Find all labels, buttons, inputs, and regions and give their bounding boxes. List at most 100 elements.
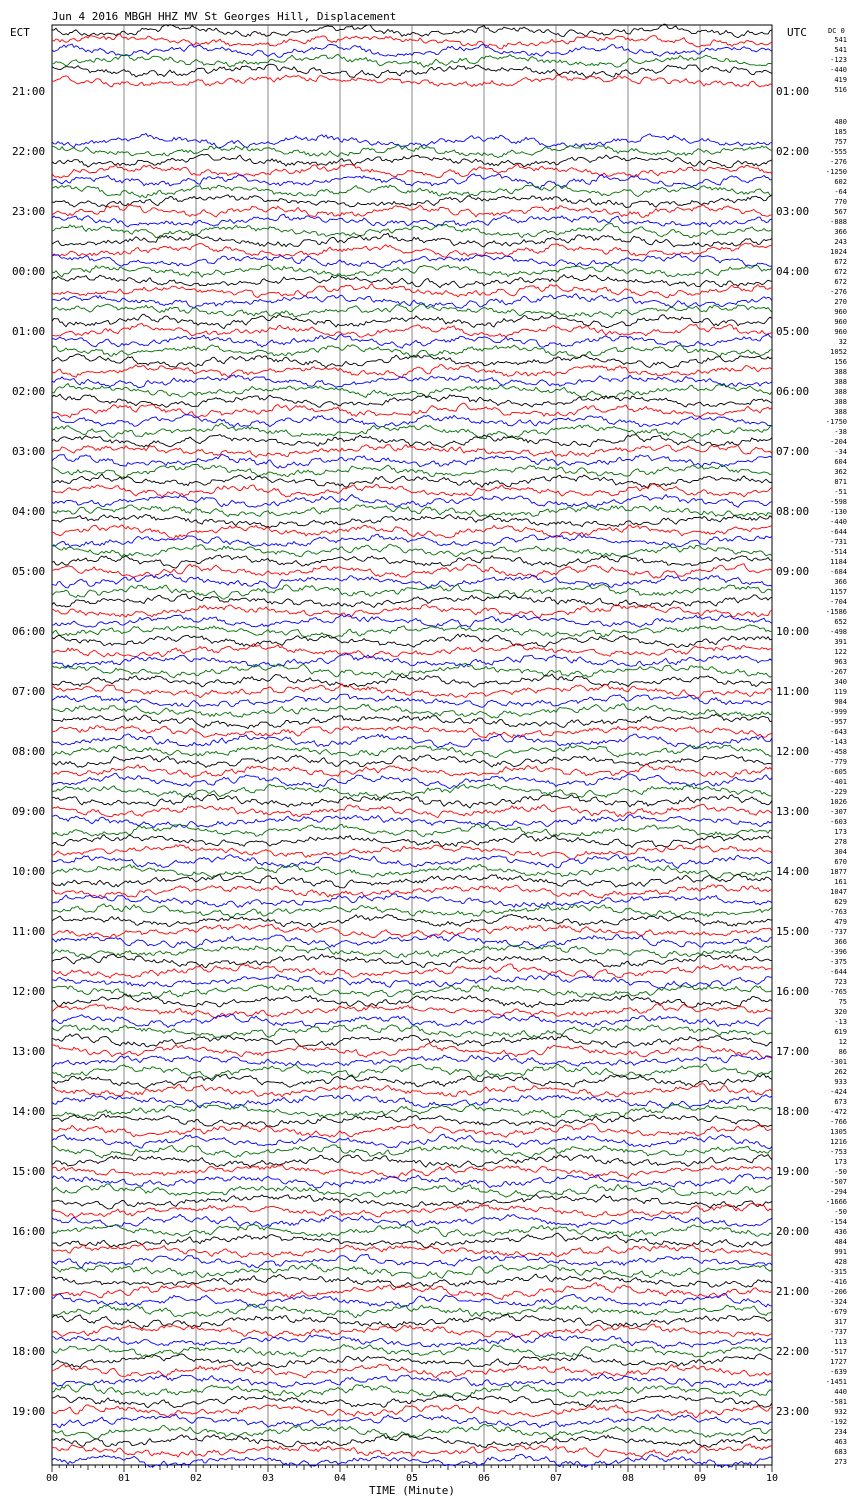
- seismic-trace: [51, 493, 773, 509]
- dc-offset: 436: [834, 1228, 847, 1236]
- x-axis-label: TIME (Minute): [369, 1484, 455, 1497]
- seismic-trace: [51, 1423, 772, 1440]
- utc-hour-label: 05:00: [776, 325, 809, 338]
- utc-hour-label: 03:00: [776, 205, 809, 218]
- dc-offset: -424: [830, 1088, 847, 1096]
- dc-offset: -605: [830, 768, 847, 776]
- seismic-trace: [51, 863, 773, 880]
- seismic-trace: [51, 344, 773, 359]
- seismic-trace: [51, 913, 773, 929]
- dc-offset: -779: [830, 758, 847, 766]
- dc-offset: 366: [834, 938, 847, 946]
- dc-offset: -472: [830, 1108, 847, 1116]
- dc-offset: -603: [830, 818, 847, 826]
- dc-offset: 161: [834, 878, 847, 886]
- dc-offset: 933: [834, 1078, 847, 1086]
- dc-offset: 672: [834, 278, 847, 286]
- seismic-trace: [51, 934, 773, 949]
- seismic-trace: [51, 1413, 772, 1429]
- seismic-trace: [51, 1123, 773, 1138]
- dc-offset: -324: [830, 1298, 847, 1306]
- dc-offset: -401: [830, 778, 847, 786]
- seismic-trace: [51, 1333, 773, 1349]
- seismic-trace: [51, 713, 773, 730]
- dc-offset: -644: [830, 528, 847, 536]
- seismic-trace: [51, 993, 773, 1008]
- dc-offset: -957: [830, 718, 847, 726]
- seismic-trace: [51, 613, 773, 628]
- seismic-trace: [51, 662, 773, 679]
- dc-offset: -64: [834, 188, 847, 196]
- seismic-trace: [51, 1254, 773, 1269]
- seismic-trace: [51, 402, 773, 419]
- seismic-trace: [51, 132, 773, 149]
- x-tick-label: 08: [622, 1473, 634, 1484]
- seismic-trace: [51, 1133, 773, 1150]
- dc-offset: 960: [834, 318, 847, 326]
- seismic-trace: [51, 453, 773, 469]
- seismic-trace: [51, 1073, 773, 1089]
- seismic-trace: [51, 833, 773, 849]
- dc-offset: -276: [830, 288, 847, 296]
- utc-hour-label: 07:00: [776, 445, 809, 458]
- seismic-trace: [51, 232, 773, 248]
- seismic-trace: [51, 1202, 773, 1218]
- dc-offset: 1184: [830, 558, 847, 566]
- dc-offset: 960: [834, 308, 847, 316]
- seismic-trace: [51, 504, 773, 518]
- seismic-trace: [51, 194, 773, 208]
- seismic-trace: [51, 593, 773, 608]
- x-axis: 00 01 02 03 04 05 06 07 08 09 10: [46, 1465, 778, 1484]
- seismic-trace: [51, 1103, 773, 1119]
- x-tick-label: 01: [118, 1473, 130, 1484]
- seismic-trace: [51, 953, 772, 969]
- dc-offset: -514: [830, 548, 847, 556]
- ect-hour-label: 15:00: [12, 1165, 45, 1178]
- dc-offset: -704: [830, 598, 847, 606]
- dc-offset: 262: [834, 1068, 847, 1076]
- x-tick-label: 00: [46, 1473, 58, 1484]
- seismic-trace: [51, 414, 773, 428]
- seismic-trace: [51, 604, 773, 618]
- seismic-trace: [51, 283, 773, 299]
- utc-hour-label: 08:00: [776, 505, 809, 518]
- dc-offset: 86: [839, 1048, 847, 1056]
- dc-offset: 270: [834, 298, 847, 306]
- ect-hour-label: 21:00: [12, 85, 45, 98]
- dc-offset: 1052: [830, 348, 847, 356]
- seismic-trace: [51, 253, 773, 269]
- ect-hour-label: 03:00: [12, 445, 45, 458]
- dc-offset: 366: [834, 228, 847, 236]
- utc-hour-label: 10:00: [776, 625, 809, 638]
- dc-offset: 185: [834, 128, 847, 136]
- seismic-trace: [52, 754, 773, 769]
- dc-offset: -753: [830, 1148, 847, 1156]
- dc-label: DC 0: [828, 27, 845, 35]
- dc-offset: 602: [834, 178, 847, 186]
- utc-hour-label: 04:00: [776, 265, 809, 278]
- seismic-trace: [51, 1043, 773, 1060]
- seismic-trace: [51, 353, 773, 369]
- dc-offset: -267: [830, 668, 847, 676]
- seismic-trace: [51, 184, 773, 199]
- ect-hour-label: 05:00: [12, 565, 45, 578]
- ect-hour-labels: 21:00 22:00 23:00 00:00 01:00 02:00 03:00 04:00…: [12, 85, 45, 1418]
- seismic-trace: [51, 1394, 773, 1409]
- seismic-trace: [51, 1164, 773, 1179]
- dc-offset: -507: [830, 1178, 847, 1186]
- dc-offset: 173: [834, 1158, 847, 1166]
- ect-hour-label: 17:00: [12, 1285, 45, 1298]
- seismic-trace: [51, 642, 773, 659]
- dc-offset: 567: [834, 208, 847, 216]
- seismic-trace: [51, 1262, 773, 1279]
- dc-offset: 652: [834, 618, 847, 626]
- seismic-trace: [51, 1223, 773, 1238]
- seismic-trace: [51, 893, 773, 909]
- dc-offset: -458: [830, 748, 847, 756]
- x-tick-label: 05: [406, 1473, 418, 1484]
- seismic-trace: [51, 1113, 773, 1128]
- seismic-trace: [51, 1353, 773, 1369]
- dc-offset: -737: [830, 1328, 847, 1336]
- ect-hour-label: 23:00: [12, 205, 45, 218]
- seismic-trace: [51, 733, 773, 749]
